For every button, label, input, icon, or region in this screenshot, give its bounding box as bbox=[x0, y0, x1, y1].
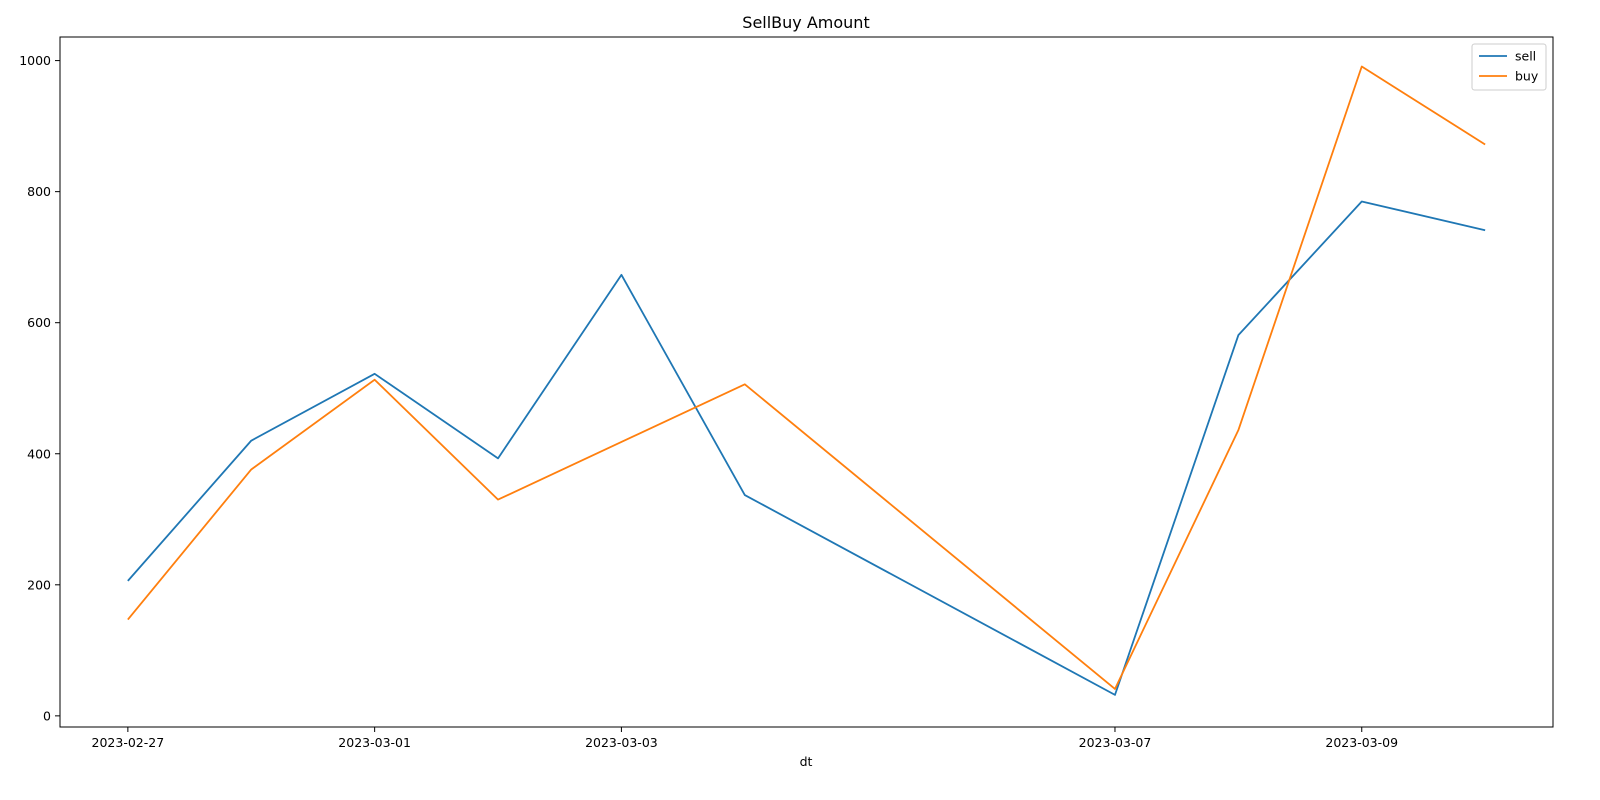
y-tick-label: 800 bbox=[27, 184, 51, 199]
plot-frame bbox=[59, 36, 1554, 728]
y-tick-label: 200 bbox=[27, 577, 51, 592]
legend-label-buy: buy bbox=[1515, 69, 1539, 84]
y-tick-label: 1000 bbox=[19, 53, 51, 68]
y-tick-label: 0 bbox=[43, 708, 51, 723]
x-tick-label: 2023-03-01 bbox=[338, 735, 411, 750]
x-tick-label: 2023-02-27 bbox=[92, 735, 165, 750]
x-tick-label: 2023-03-09 bbox=[1325, 735, 1398, 750]
y-tick-label: 400 bbox=[27, 446, 51, 461]
x-tick-label: 2023-03-07 bbox=[1079, 735, 1152, 750]
x-axis-label: dt bbox=[800, 754, 813, 769]
x-axis: 2023-02-27 2023-03-01 2023-03-03 2023-03-07… bbox=[92, 727, 1398, 750]
y-tick-label: 600 bbox=[27, 315, 51, 330]
y-axis: 0 200 400 600 800 1000 bbox=[19, 53, 60, 723]
legend-label-sell: sell bbox=[1515, 49, 1536, 64]
legend: sell buy bbox=[1471, 43, 1547, 91]
series-line-buy bbox=[127, 65, 1486, 690]
chart-title: SellBuy Amount bbox=[742, 13, 869, 32]
series-layer bbox=[127, 65, 1486, 696]
x-tick-label: 2023-03-03 bbox=[585, 735, 658, 750]
series-line-sell bbox=[127, 200, 1486, 696]
